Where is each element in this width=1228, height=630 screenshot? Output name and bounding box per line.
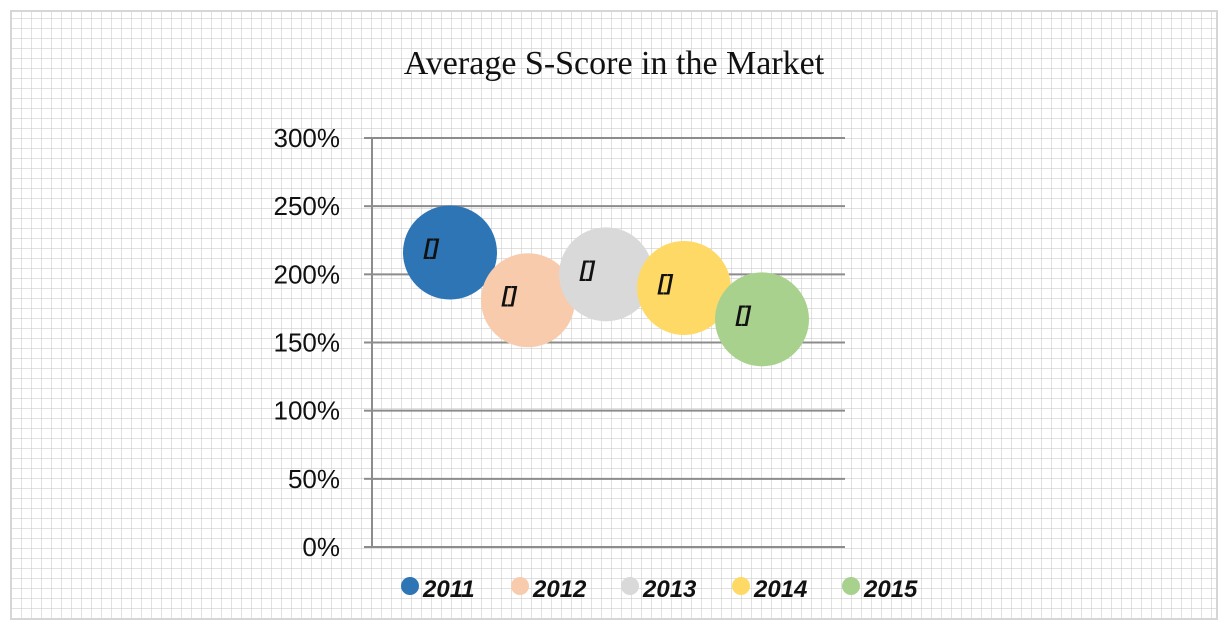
y-tick-label-3: 150% [274,328,341,358]
y-tick-label-1: 50% [288,464,340,494]
data-label-2014: [] [657,270,673,295]
legend-marker-2013 [621,577,639,595]
y-tick-label-6: 300% [274,123,341,153]
axes [364,137,845,548]
data-label-2011: [] [423,235,439,260]
legend-label-2013: 2013 [642,576,697,603]
y-tick-label-2: 100% [274,396,341,426]
data-label-2012: [] [501,282,517,307]
legend-label-2012: 2012 [532,576,587,603]
legend-marker-2014 [732,577,750,595]
chart-title: Average S-Score in the Market [404,45,825,82]
legend-marker-2011 [401,577,419,595]
legend-marker-2015 [842,577,860,595]
legend-label-2015: 2015 [863,576,918,603]
bubbles [403,205,809,367]
legend: 2011 2012 2013 2014 2015 [401,576,918,603]
legend-label-2014: 2014 [753,576,807,603]
bubble-2012 [481,253,575,348]
bubble-2013 [559,227,653,322]
y-tick-label-5: 250% [274,191,341,221]
y-tick-labels: 0% 50% 100% 150% 200% 250% 300% [274,123,341,562]
bubble-2014 [637,240,731,335]
legend-marker-2012 [511,577,529,595]
bubble-2011 [403,205,497,300]
y-tick-label-0: 0% [302,532,340,562]
data-label-2013: [] [579,256,595,281]
legend-label-2011: 2011 [422,576,475,603]
data-label-2015: [] [735,301,751,326]
y-tick-label-4: 200% [274,259,341,289]
data-labels: [] [] [] [] [] [423,235,751,327]
bubble-2015 [715,272,809,367]
